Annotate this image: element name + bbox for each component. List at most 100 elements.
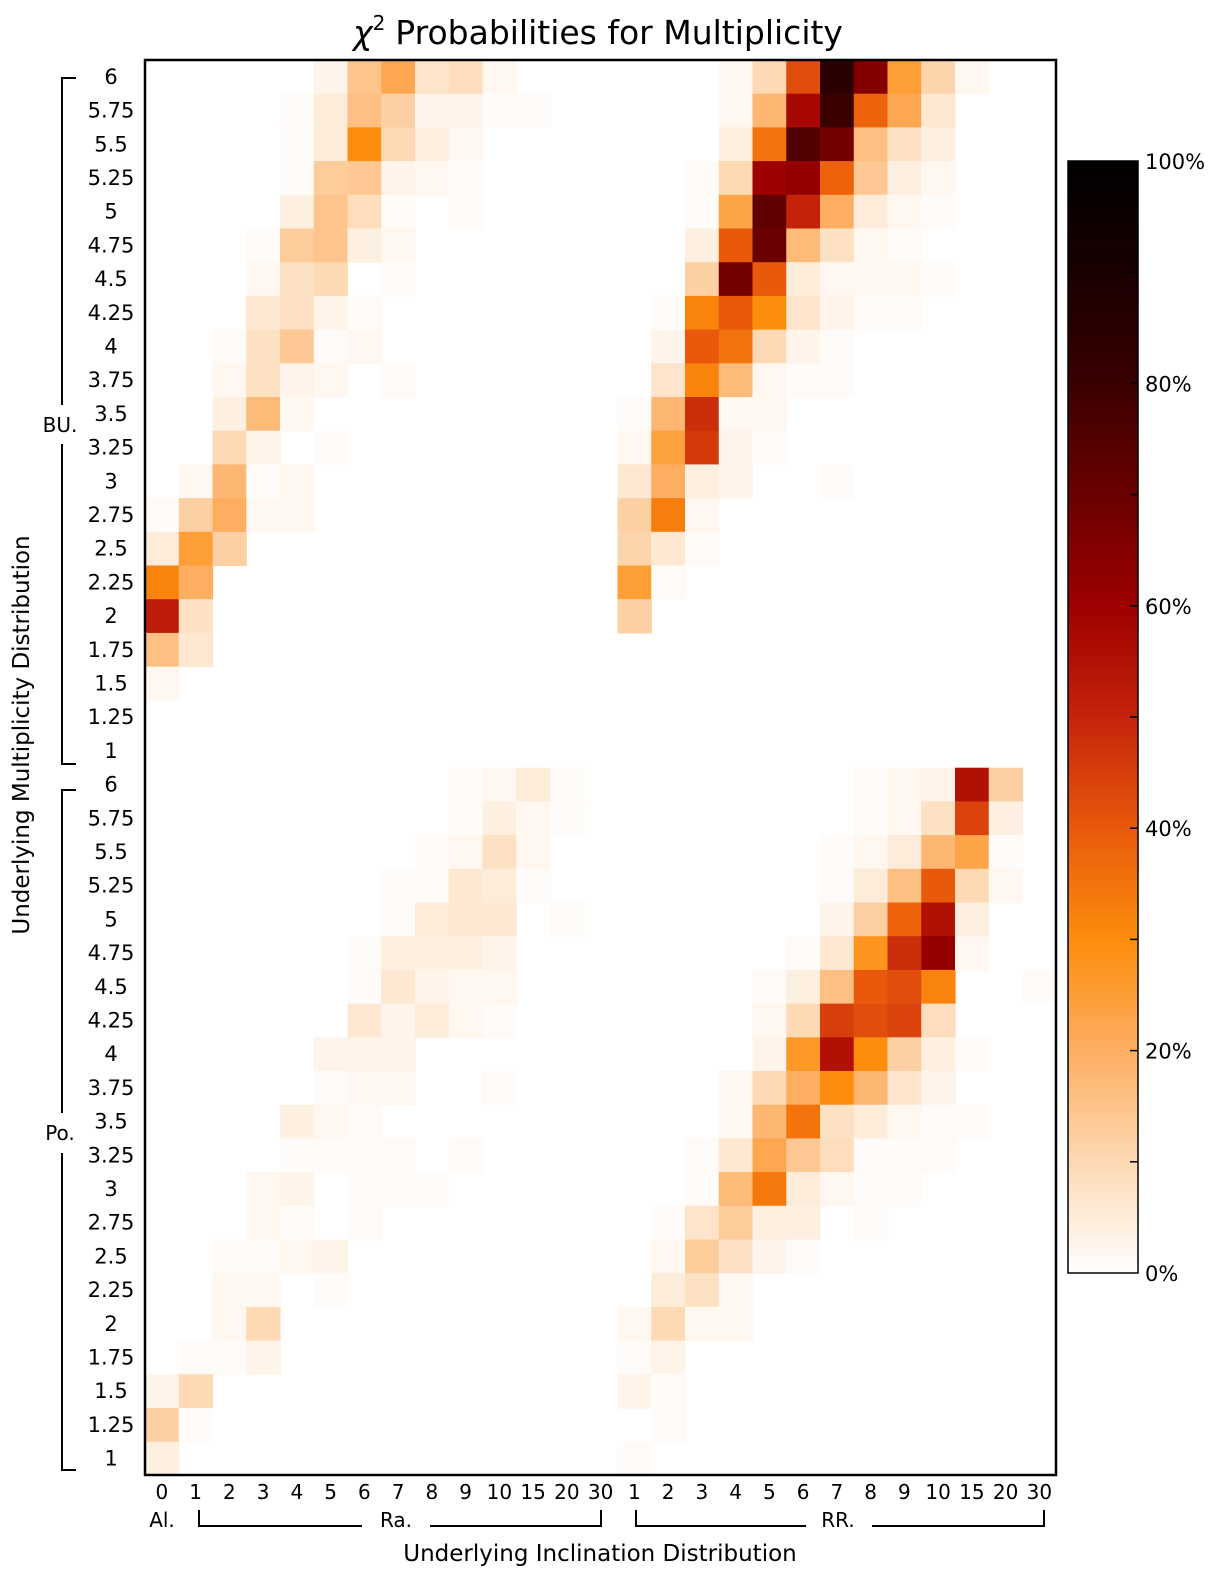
- heatmap-cell: [651, 1239, 686, 1274]
- heatmap-cell: [280, 1205, 315, 1241]
- heatmap-cell: [718, 1172, 754, 1207]
- heatmap-cell: [786, 127, 821, 162]
- y-tick-label: 4: [104, 335, 117, 359]
- heatmap-cell: [752, 397, 787, 432]
- y-tick-label: 6: [104, 773, 117, 797]
- heatmap-cell: [381, 1138, 416, 1173]
- heatmap-cell: [381, 868, 416, 904]
- heatmap-cell: [313, 262, 349, 297]
- heatmap-cell: [651, 329, 686, 364]
- heatmap-cell: [516, 93, 551, 128]
- heatmap-cell: [313, 1104, 349, 1139]
- heatmap-cell: [482, 1003, 517, 1038]
- y-group-brackets: [61, 77, 76, 1471]
- heatmap-cell: [752, 1071, 787, 1106]
- heatmap-cell: [313, 1273, 349, 1308]
- heatmap-cell: [752, 1239, 787, 1274]
- y-tick-label: 3.75: [88, 368, 135, 392]
- heatmap-cell: [381, 1071, 416, 1106]
- colorbar-tick-label: 0%: [1145, 1262, 1178, 1286]
- heatmap-cell: [786, 262, 821, 297]
- heatmap-cell: [212, 464, 247, 499]
- heatmap-cell: [820, 1172, 855, 1207]
- colorbar-ticks: 0% 20% 40% 60% 80% 100%: [1130, 150, 1205, 1286]
- heatmap-cell: [955, 801, 990, 836]
- heatmap-cell: [955, 1037, 990, 1072]
- heatmap-cell: [246, 1172, 281, 1207]
- heatmap-cell: [718, 1071, 754, 1106]
- heatmap-cell: [381, 161, 416, 196]
- heatmap-cell: [313, 1239, 349, 1274]
- heatmap-cell: [145, 666, 180, 701]
- heatmap-cell: [313, 363, 349, 398]
- heatmap-cell: [280, 1172, 315, 1207]
- y-tick-label: 2.75: [88, 1211, 135, 1235]
- heatmap-cell: [853, 93, 889, 128]
- heatmap-cell: [685, 1172, 720, 1207]
- heatmap-cell: [516, 801, 551, 836]
- heatmap-cell: [921, 161, 956, 196]
- heatmap-cell: [955, 767, 990, 802]
- x-tick-label: 4: [729, 1480, 742, 1504]
- x-tick-label: 9: [459, 1480, 472, 1504]
- heatmap-cell: [955, 835, 990, 870]
- heatmap-cell: [853, 262, 889, 297]
- heatmap-cell: [718, 1138, 754, 1173]
- x-axis-ticks: 0 1 2 3 4 5 6 7 8 9 10 15 20 30 1 2 3 4 5 6 7 8 9 10 15 20 30: [156, 1480, 1053, 1504]
- heatmap-cell: [246, 228, 281, 263]
- heatmap-cell: [448, 161, 484, 196]
- heatmap-cell: [786, 936, 821, 971]
- heatmap-cell: [718, 1104, 754, 1139]
- heatmap-cell: [651, 1273, 686, 1308]
- heatmap-cell: [246, 464, 281, 499]
- heatmap-cell: [820, 295, 855, 331]
- heatmap-cell: [718, 1306, 754, 1342]
- x-tick-label: 2: [662, 1480, 675, 1504]
- x-tick-label: 7: [392, 1480, 405, 1504]
- x-tick-label: 1: [628, 1480, 641, 1504]
- x-group-label-al: Al.: [149, 1508, 175, 1532]
- y-tick-label: 2.5: [94, 537, 127, 561]
- x-axis-title: Underlying Inclination Distribution: [403, 1541, 797, 1567]
- heatmap-cell: [786, 969, 821, 1005]
- heatmap-cell: [347, 93, 382, 128]
- heatmap-cell: [651, 1374, 686, 1409]
- heatmap-cell: [280, 161, 315, 196]
- heatmap-cell: [313, 430, 349, 465]
- heatmap-cell: [381, 936, 416, 971]
- heatmap-cell: [246, 498, 281, 533]
- heatmap-cell: [718, 397, 754, 432]
- heatmap-cell: [280, 498, 315, 533]
- heatmap-cell: [246, 1306, 281, 1342]
- heatmap-cell: [415, 1003, 450, 1038]
- heatmap-cell: [786, 1205, 821, 1241]
- heatmap-cell: [617, 430, 652, 465]
- heatmap-cell: [752, 295, 787, 331]
- heatmap-cell: [685, 262, 720, 297]
- heatmap-cell: [685, 430, 720, 465]
- y-tick-label: 1: [104, 1447, 117, 1471]
- heatmap-cell: [448, 801, 484, 836]
- heatmap-cell: [313, 194, 349, 230]
- heatmap-cell: [685, 464, 720, 499]
- heatmap-cell: [246, 1340, 281, 1375]
- heatmap-cell: [280, 363, 315, 398]
- y-tick-label: 4.25: [88, 301, 135, 325]
- heatmap-cell: [617, 397, 652, 432]
- heatmap-cell: [752, 430, 787, 465]
- heatmap-cell: [347, 161, 382, 196]
- heatmap-cell: [415, 936, 450, 971]
- heatmap-cell: [482, 969, 517, 1005]
- heatmap-cell: [482, 1071, 517, 1106]
- heatmap-cell: [347, 1205, 382, 1241]
- heatmap-cell: [347, 1138, 382, 1173]
- heatmap-cell: [246, 262, 281, 297]
- heatmap-cell: [482, 835, 517, 870]
- heatmap-cell: [482, 60, 517, 95]
- heatmap-cell: [955, 902, 990, 937]
- heatmap-cell: [887, 295, 922, 331]
- heatmap-cell: [887, 1104, 922, 1139]
- heatmap-cell: [786, 329, 821, 364]
- y-tick-label: 6: [104, 65, 117, 89]
- x-tick-label: 7: [831, 1480, 844, 1504]
